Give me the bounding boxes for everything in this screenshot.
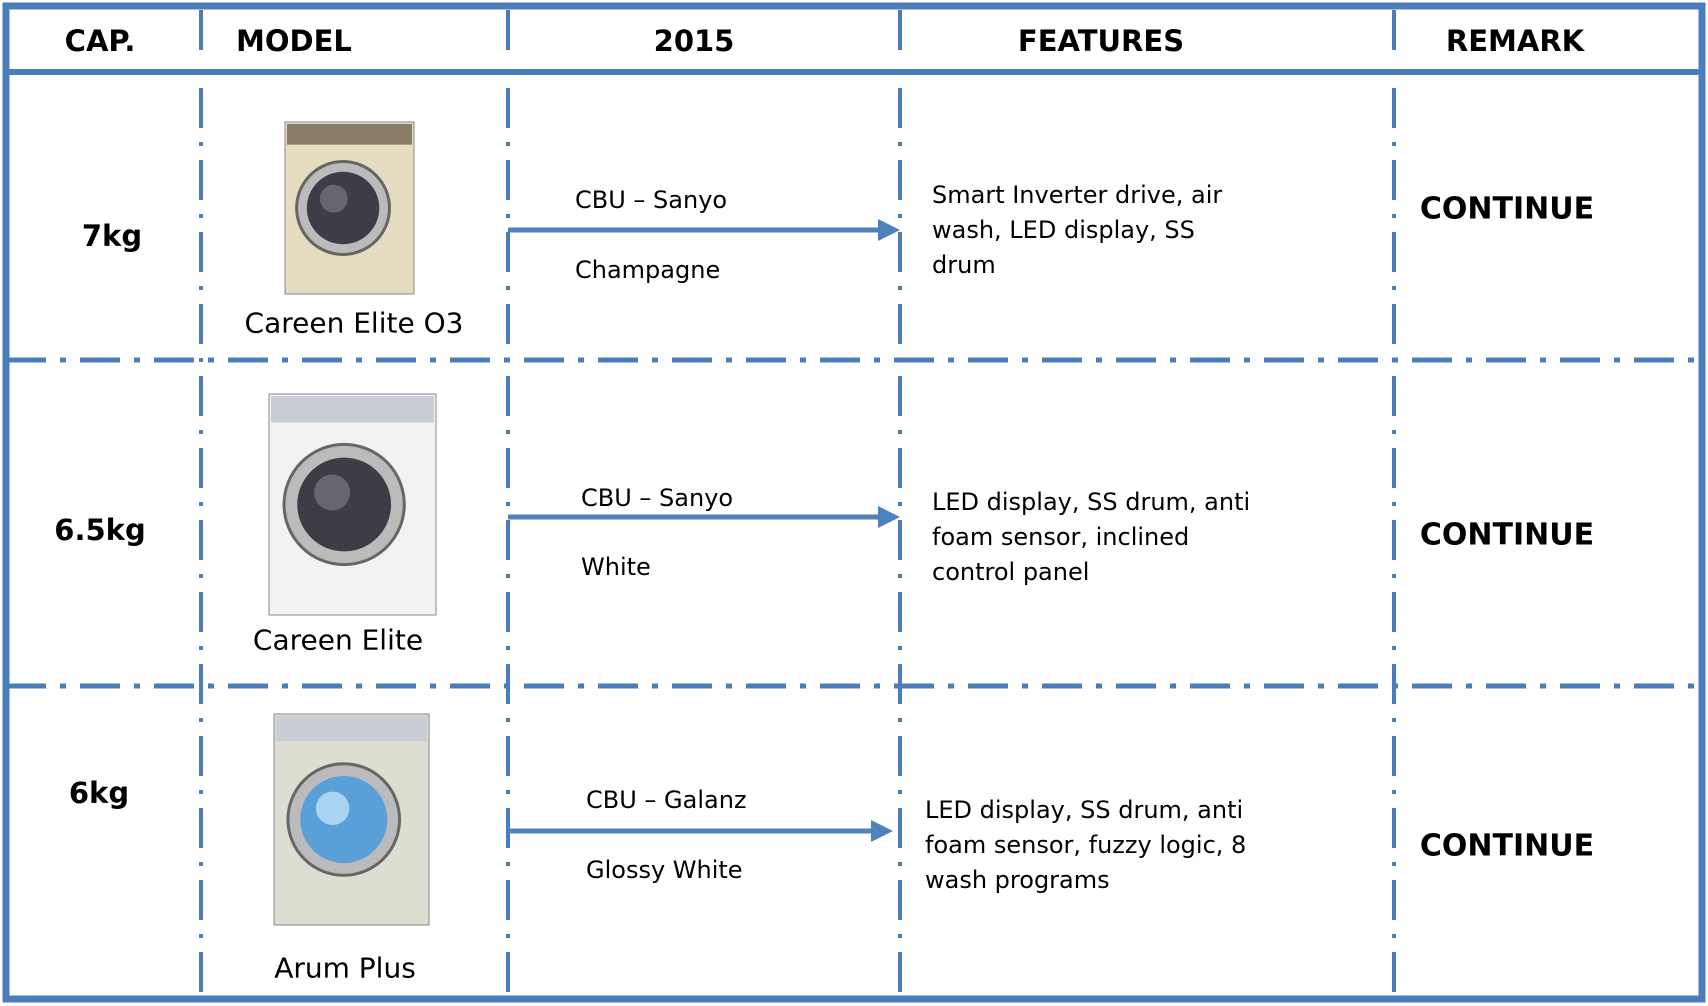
header-dividers (199, 10, 1396, 50)
features: LED display, SS drum, anti foam sensor, … (932, 488, 1251, 586)
header-cell: MODEL (236, 24, 352, 58)
capacity: 7kg (81, 219, 143, 253)
model-name: Careen Elite O3 (244, 306, 464, 340)
row-art (268, 121, 900, 926)
header-cell: CAP. (64, 24, 136, 58)
column-dividers (199, 88, 1396, 995)
washer-panel (287, 124, 412, 145)
washer-panel (276, 716, 427, 742)
color: Glossy White (586, 856, 743, 884)
source: CBU – Sanyo (581, 484, 734, 512)
washer-image (268, 393, 437, 616)
header-cell: FEATURES (1017, 24, 1185, 58)
remark: CONTINUE (1419, 828, 1595, 864)
row-dividers (6, 357, 1702, 689)
capacity: 6.5kg (54, 513, 146, 547)
source: CBU – Galanz (586, 786, 747, 814)
arrow-head (878, 219, 900, 241)
washer-door-shine (314, 474, 351, 511)
arrow-head (878, 506, 900, 528)
header-cell: REMARK (1445, 24, 1585, 58)
features: LED display, SS drum, anti foam sensor, … (925, 796, 1247, 894)
washer-door-shine (315, 791, 350, 826)
color: Champagne (575, 256, 721, 284)
header-cell: 2015 (653, 24, 735, 58)
source: CBU – Sanyo (575, 186, 728, 214)
capacity: 6kg (68, 776, 130, 810)
washer-panel (271, 396, 434, 423)
features: Smart Inverter drive, air wash, LED disp… (932, 181, 1223, 279)
model-name: Arum Plus (274, 951, 416, 985)
arrow-head (871, 820, 893, 842)
color: White (581, 553, 651, 581)
model-name: Careen Elite (252, 623, 424, 657)
remark: CONTINUE (1419, 517, 1595, 553)
washer-image (284, 121, 415, 295)
washer-door-shine (319, 184, 348, 213)
washer-image (273, 713, 430, 926)
remark: CONTINUE (1419, 191, 1595, 227)
